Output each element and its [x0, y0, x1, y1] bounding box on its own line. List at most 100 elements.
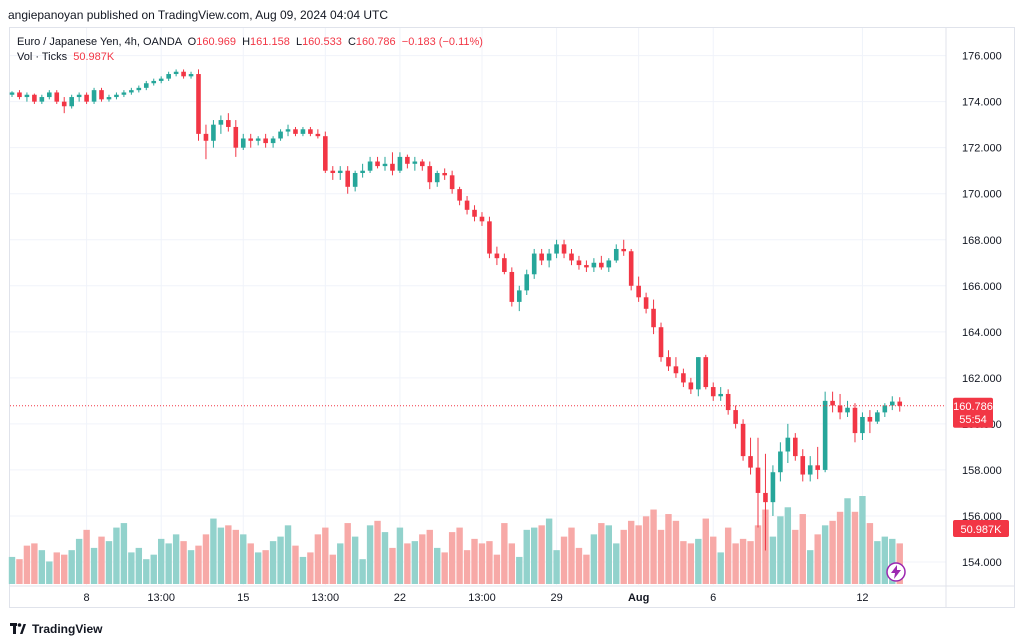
legend-ohlc-row: Euro / Japanese Yen, 4h, OANDA O160.969 … [17, 35, 483, 50]
candle [405, 154, 410, 169]
candle [487, 216, 492, 259]
candle-body [875, 412, 880, 422]
volume-bar [724, 527, 732, 584]
candle [203, 124, 209, 160]
candle [99, 87, 104, 102]
candle [509, 267, 515, 307]
candle [748, 437, 753, 475]
bolt-shape [891, 565, 901, 579]
candle-body [591, 262, 597, 268]
candle-body [837, 405, 843, 413]
symbol-title[interactable]: Euro / Japanese Yen, 4h, OANDA [17, 36, 182, 48]
candle-body [248, 138, 254, 141]
candle [778, 442, 783, 482]
candle [613, 244, 619, 263]
candle-body [606, 260, 612, 268]
candle [576, 255, 582, 270]
volume-bar [254, 552, 262, 584]
candle [800, 449, 806, 482]
volume-bar [486, 541, 493, 584]
candle-body [599, 262, 604, 268]
volume-bar [590, 534, 598, 584]
candle [136, 85, 142, 93]
volume-bar [777, 516, 784, 584]
candles [9, 69, 903, 551]
footer-brand[interactable]: TradingView [10, 621, 102, 637]
candle-body [628, 251, 634, 286]
volume-bar [814, 534, 821, 584]
candle [158, 76, 164, 84]
candle [733, 405, 738, 429]
candle-body [613, 248, 619, 261]
volume-bar [650, 509, 657, 584]
candle [106, 94, 112, 102]
candle-body [688, 382, 694, 390]
candle-body [129, 90, 134, 93]
candle-body [569, 253, 574, 261]
volume-bar [493, 554, 501, 584]
candle-body [345, 170, 350, 187]
volume-bar [113, 527, 120, 584]
candle [196, 69, 201, 141]
candle-body [636, 285, 641, 298]
candle [218, 115, 224, 134]
volume-bar [322, 527, 329, 584]
candle-body [681, 373, 686, 383]
last-price-tag-bg [953, 397, 993, 428]
volume-bar [434, 547, 441, 584]
candle [285, 124, 291, 137]
candle-body [494, 253, 500, 259]
candle [129, 87, 134, 95]
candle-body [203, 133, 209, 141]
candle-body [554, 244, 559, 254]
candle-body [188, 74, 194, 77]
volume-bar [769, 536, 777, 584]
volume-bar [404, 543, 411, 584]
volume-bar [463, 550, 471, 584]
x-tick-label: 13:00 [312, 592, 340, 604]
candle-body [696, 357, 701, 390]
candle-body [584, 265, 589, 268]
candle [658, 322, 664, 362]
lightning-bolt-icon[interactable] [886, 562, 906, 582]
candle-body [285, 129, 291, 132]
volume-tag-value: 50.987K [961, 524, 1003, 536]
y-tick-label: 174.000 [962, 97, 1002, 109]
candle-body [196, 74, 201, 134]
volume-bar [889, 538, 896, 584]
candle [636, 276, 641, 302]
chart-frame [9, 27, 1015, 608]
candle-body [352, 173, 358, 187]
volume-bar [448, 532, 456, 584]
volume-bar [68, 550, 75, 584]
candle-body [860, 416, 865, 434]
candle-body [621, 248, 627, 252]
volume-bar [381, 532, 389, 584]
candle-body [457, 189, 462, 201]
volume-bar [747, 541, 754, 584]
y-tick-label: 158.000 [962, 465, 1002, 477]
candle-body [412, 161, 418, 164]
candle-body [666, 357, 671, 367]
candle-body [658, 327, 664, 358]
candle-body [54, 92, 60, 102]
candle [882, 403, 888, 417]
volume-bar [605, 525, 612, 584]
candle [263, 133, 268, 148]
volume-bar [75, 538, 83, 584]
candle-body [561, 244, 567, 254]
close-value: 160.786 [355, 36, 396, 48]
volume-bar [232, 529, 239, 584]
volume-label[interactable]: Vol · Ticks [17, 51, 68, 63]
candle-body [47, 92, 52, 98]
x-tick-label: 22 [394, 592, 406, 604]
candle [300, 126, 306, 137]
candle [875, 410, 880, 424]
x-tick-label: 15 [237, 592, 249, 604]
candle-body [405, 156, 410, 164]
candle [166, 71, 171, 81]
candle-body [24, 94, 30, 98]
candle [584, 260, 589, 272]
volume-bar [702, 518, 709, 584]
